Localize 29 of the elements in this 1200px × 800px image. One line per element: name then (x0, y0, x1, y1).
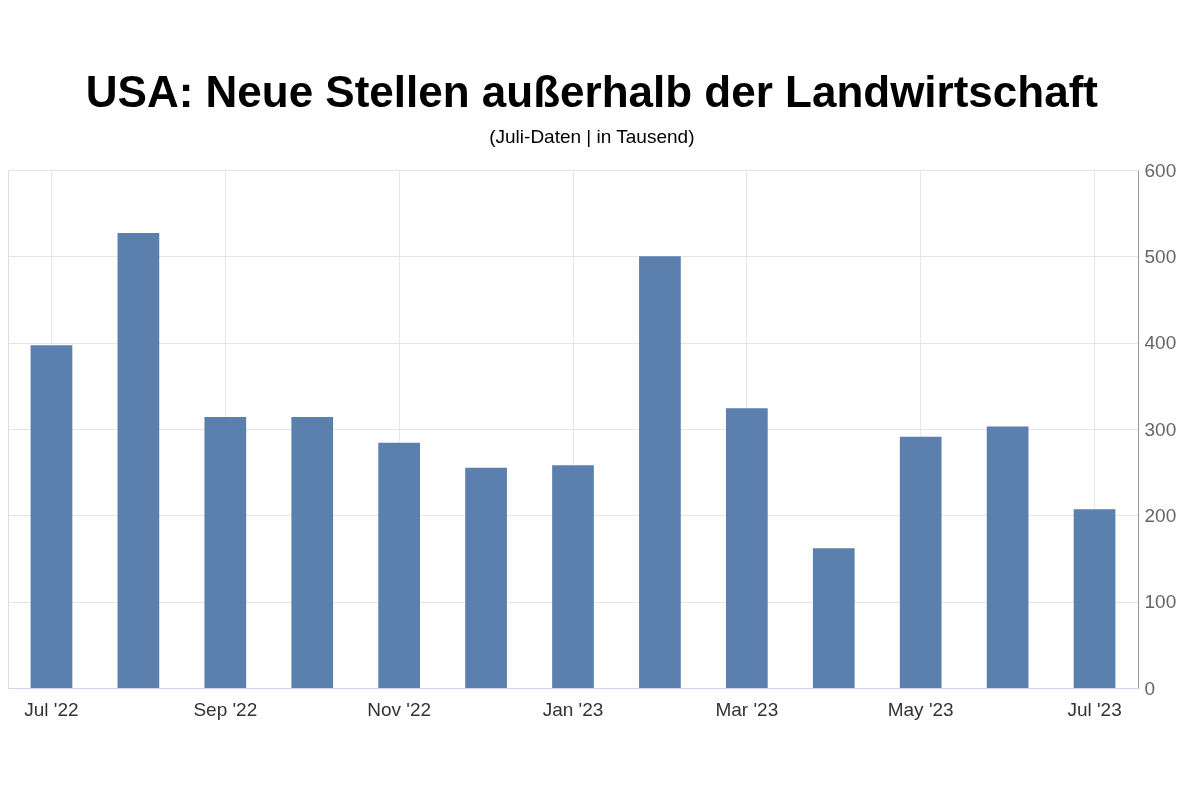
bar (986, 426, 1029, 688)
bar (552, 465, 594, 688)
bar (639, 256, 681, 688)
x-tick-label: Mar '23 (715, 698, 779, 720)
x-tick-label: Nov '22 (367, 698, 432, 720)
bar (1073, 509, 1116, 688)
x-tick-label: Sep '22 (193, 698, 258, 720)
bar (30, 345, 73, 688)
bar (117, 233, 160, 688)
bar (204, 416, 247, 688)
y-tick-label: 0 (1144, 677, 1156, 699)
y-tick-label: 100 (1144, 591, 1177, 613)
x-tick-label: Jan '23 (542, 698, 604, 720)
y-tick-label: 400 (1144, 332, 1177, 354)
bar (725, 408, 768, 688)
y-tick-label: 200 (1144, 504, 1177, 526)
bar (378, 442, 421, 688)
y-tick-label: 600 (1144, 159, 1177, 181)
bar (291, 416, 334, 688)
bar (899, 436, 942, 688)
x-tick-label: May '23 (887, 698, 954, 720)
bar (812, 548, 855, 688)
x-tick-label: Jul '23 (1067, 698, 1122, 720)
chart-title: USA: Neue Stellen außerhalb der Landwirtschaft (85, 67, 1099, 116)
bar (465, 467, 507, 688)
x-tick-label: Jul '22 (24, 698, 79, 720)
y-tick-label: 300 (1144, 418, 1177, 440)
chart-subtitle: (Juli-Daten | in Tausend) (489, 126, 695, 147)
y-tick-label: 500 (1144, 245, 1177, 267)
